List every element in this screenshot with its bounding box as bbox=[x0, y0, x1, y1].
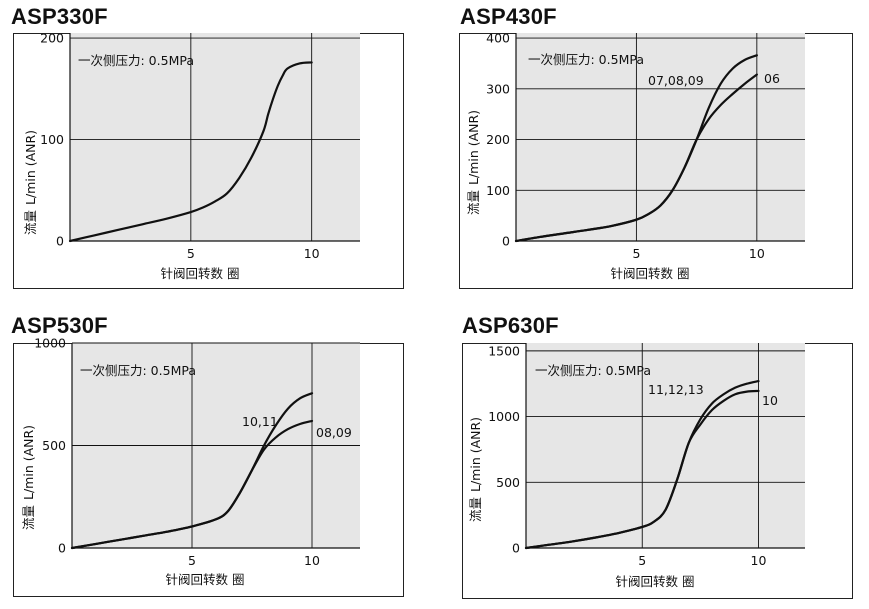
y-axis-label-name: 流量 bbox=[466, 190, 481, 215]
chart-title: ASP630F bbox=[462, 313, 559, 338]
y-tick-label: 500 bbox=[496, 475, 520, 490]
series-line bbox=[524, 380, 760, 550]
series-label: 11,12,13 bbox=[648, 382, 704, 397]
x-axis-label: 针阀回转数 圈 bbox=[161, 266, 240, 281]
x-axis-label: 针阀回转数 圈 bbox=[611, 266, 690, 281]
series-label: 10 bbox=[762, 393, 778, 408]
chart-frame bbox=[13, 33, 404, 289]
series-line bbox=[524, 389, 760, 550]
x-tick-label: 5 bbox=[638, 553, 646, 568]
plot-area bbox=[70, 33, 360, 241]
y-tick-label: 200 bbox=[486, 132, 510, 147]
pressure-note: 一次侧压力: 0.5MPa bbox=[535, 363, 651, 378]
y-tick-label: 200 bbox=[40, 31, 64, 46]
chart-frame bbox=[462, 343, 853, 599]
y-tick-label: 300 bbox=[486, 81, 510, 96]
y-tick-label: 100 bbox=[486, 183, 510, 198]
y-axis-label-unit: L/min (ANR) bbox=[23, 130, 38, 205]
y-tick-label: 0 bbox=[58, 541, 66, 556]
x-tick-label: 5 bbox=[632, 246, 640, 261]
y-tick-label: 500 bbox=[42, 438, 66, 453]
y-tick-label: 100 bbox=[40, 132, 64, 147]
x-tick-label: 10 bbox=[751, 553, 767, 568]
x-tick-label: 5 bbox=[187, 246, 195, 261]
y-axis-label-name: 流量 bbox=[468, 497, 483, 522]
y-tick-label: 0 bbox=[56, 234, 64, 249]
series-line bbox=[70, 392, 314, 550]
chart-frame bbox=[459, 33, 853, 289]
plot-area bbox=[526, 343, 805, 548]
chart-title: ASP530F bbox=[11, 313, 108, 338]
pressure-note: 一次侧压力: 0.5MPa bbox=[528, 52, 644, 67]
y-tick-label: 0 bbox=[502, 234, 510, 249]
pressure-note: 一次侧压力: 0.5MPa bbox=[78, 53, 194, 68]
x-axis-label: 针阀回转数 圈 bbox=[616, 574, 695, 589]
y-axis-label-unit: L/min (ANR) bbox=[21, 425, 36, 500]
y-tick-label: 400 bbox=[486, 31, 510, 46]
y-axis-label-unit: L/min (ANR) bbox=[466, 110, 481, 185]
x-tick-label: 10 bbox=[304, 553, 320, 568]
series-label: 08,09 bbox=[316, 425, 352, 440]
x-tick-label: 10 bbox=[749, 246, 765, 261]
y-tick-label: 1500 bbox=[488, 343, 520, 358]
chart-frame bbox=[13, 343, 404, 597]
series-label: 07,08,09 bbox=[648, 73, 704, 88]
chart-title: ASP330F bbox=[11, 4, 108, 29]
series-line bbox=[68, 61, 313, 243]
series-line bbox=[514, 73, 758, 243]
plot-area bbox=[72, 343, 360, 548]
series-line bbox=[70, 419, 314, 550]
y-tick-label: 0 bbox=[512, 541, 520, 556]
series-label: 06 bbox=[764, 71, 780, 86]
y-axis-label-unit: L/min (ANR) bbox=[468, 417, 483, 492]
y-tick-label: 1000 bbox=[488, 409, 520, 424]
plot-area bbox=[516, 33, 805, 241]
series-label: 10,11 bbox=[242, 414, 278, 429]
x-tick-label: 5 bbox=[188, 553, 196, 568]
chart-title: ASP430F bbox=[460, 4, 557, 29]
pressure-note: 一次侧压力: 0.5MPa bbox=[80, 363, 196, 378]
x-axis-label: 针阀回转数 圈 bbox=[166, 572, 245, 587]
y-axis-label-name: 流量 bbox=[23, 210, 38, 235]
series-line bbox=[514, 54, 758, 243]
x-tick-label: 10 bbox=[304, 246, 320, 261]
y-axis-label-name: 流量 bbox=[21, 505, 36, 530]
